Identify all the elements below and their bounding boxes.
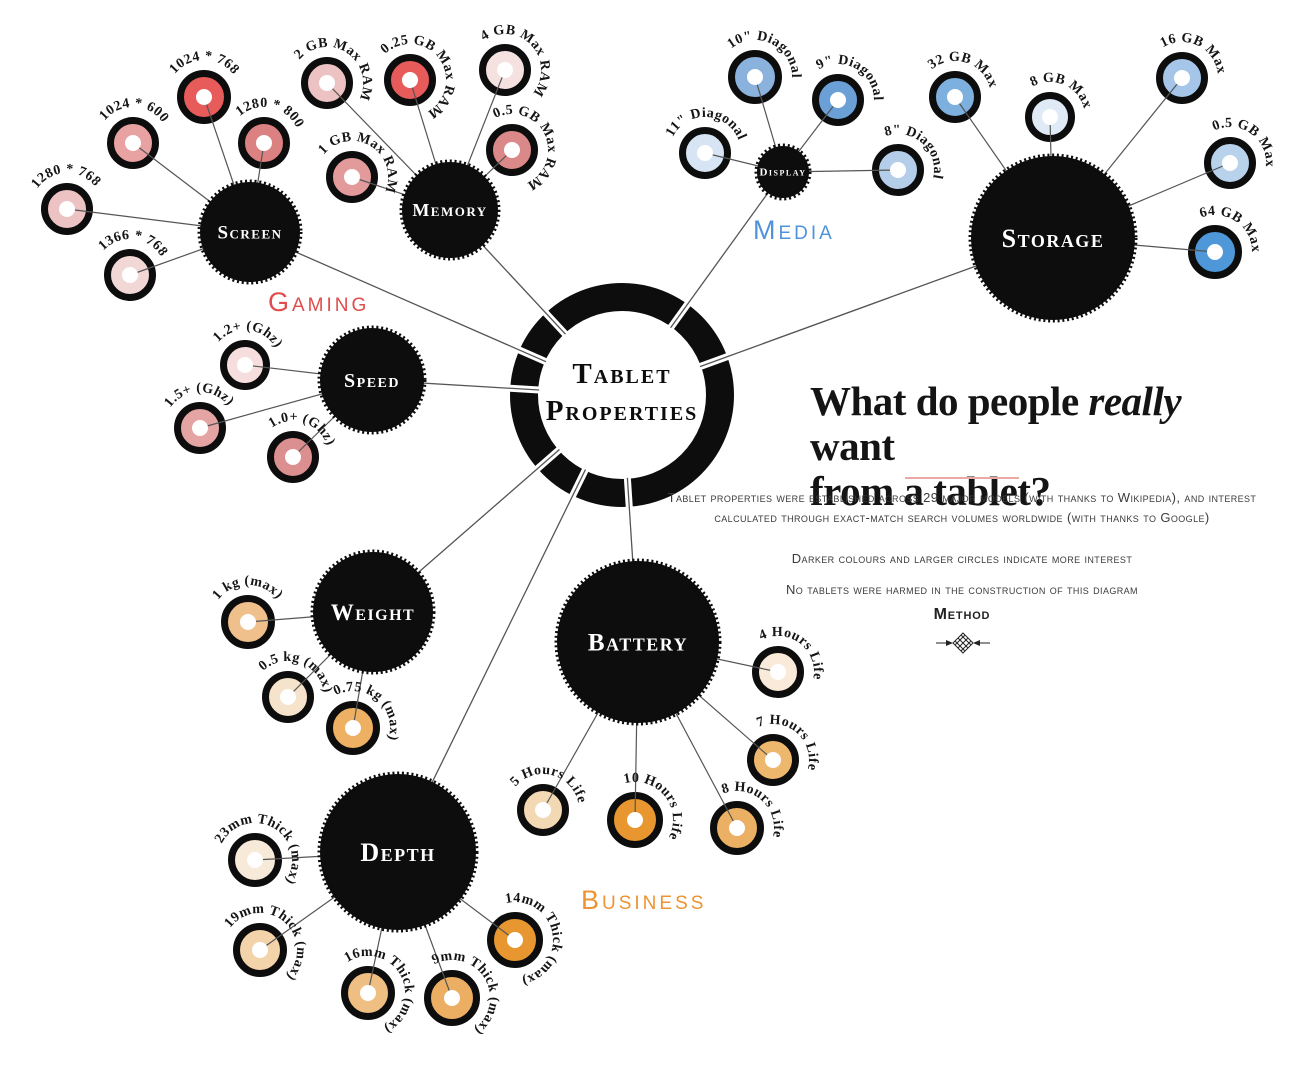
leaf-center-dot (947, 89, 963, 105)
title-line2: from a tablet? (810, 468, 1051, 514)
leaf-center-dot (747, 69, 763, 85)
method-paragraph-1: Tablet properties were established acros… (667, 490, 1257, 525)
leaf-center-dot (697, 145, 713, 161)
hub-label: Tablet Properties (502, 356, 742, 430)
leaf-center-dot (122, 267, 138, 283)
leaf-center-dot (240, 614, 256, 630)
hub-label-line1: Tablet (572, 358, 672, 390)
category-label-battery: Battery (588, 630, 688, 657)
category-node-display (754, 143, 812, 201)
title-divider (905, 477, 1019, 479)
leaf-center-dot (765, 752, 781, 768)
category-node-screen (197, 179, 303, 285)
group-label-gaming: Gaming (268, 287, 370, 317)
leaf-center-dot (280, 689, 296, 705)
page-title: What do people really want from a tablet… (810, 379, 1270, 514)
leaf-center-dot (504, 142, 520, 158)
category-label-speed: Speed (344, 370, 400, 392)
leaf-center-dot (360, 985, 376, 1001)
group-label-media: Media (753, 215, 835, 245)
method-paragraph-3: No tablets were harmed in the constructi… (786, 582, 1138, 597)
leaf-center-dot (237, 357, 253, 373)
leaf-center-dot (507, 932, 523, 948)
method-ornament-icon (936, 632, 990, 654)
leaf-center-dot (535, 802, 551, 818)
category-node-memory (399, 159, 501, 261)
leaf-center-dot (247, 852, 263, 868)
leaf-center-dot (256, 135, 272, 151)
leaf-center-dot (344, 169, 360, 185)
leaf-center-dot (345, 720, 361, 736)
leaf-center-dot (1222, 155, 1238, 171)
category-label-screen: Screen (217, 222, 282, 243)
category-node-weight (310, 549, 436, 675)
category-node-depth (317, 771, 479, 933)
category-label-weight: Weight (331, 600, 415, 625)
leaf-center-dot (252, 942, 268, 958)
method-heading: Method (933, 606, 991, 623)
leaf-center-dot (402, 72, 418, 88)
hub-ring (510, 283, 734, 507)
leaf-center-dot (729, 820, 745, 836)
leaf-center-dot (192, 420, 208, 436)
leaf-center-dot (444, 990, 460, 1006)
title-pre: What do people (810, 378, 1089, 424)
leaf-center-dot (285, 449, 301, 465)
category-label-depth: Depth (360, 838, 435, 867)
category-node-storage (968, 153, 1138, 323)
leaf-center-dot (830, 92, 846, 108)
leaf-center-dot (196, 89, 212, 105)
leaf-center-dot (1042, 109, 1058, 125)
leaf-center-dot (59, 201, 75, 217)
method-paragraph-2: Darker colours and larger circles indica… (791, 551, 1133, 566)
leaf-center-dot (497, 62, 513, 78)
leaf-center-dot (1207, 244, 1223, 260)
category-label-storage: Storage (1002, 224, 1105, 253)
group-label-business: Business (581, 885, 707, 915)
title-emphasis: really (1088, 378, 1182, 424)
category-node-speed (317, 325, 427, 435)
hub-label-line2: Properties (545, 395, 699, 427)
spoke-screen (249, 231, 547, 363)
leaf-center-dot (125, 135, 141, 151)
leaf-center-dot (890, 162, 906, 178)
leaf-center-dot (319, 75, 335, 91)
spoke-display (670, 171, 784, 329)
category-node-battery (554, 558, 722, 726)
leaf-center-dot (770, 664, 786, 680)
leaf-center-dot (1174, 70, 1190, 86)
leaf-center-dot (627, 812, 643, 828)
category-label-memory: Memory (412, 200, 487, 220)
category-label-display: Display (759, 167, 806, 179)
title-post: want (810, 423, 895, 469)
